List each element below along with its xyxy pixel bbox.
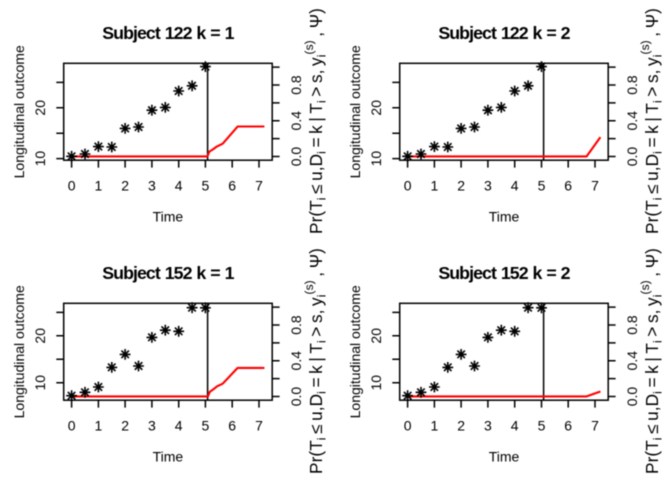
svg-text:4: 4 [511,418,519,434]
svg-text:2: 2 [121,178,129,194]
svg-text:Time: Time [153,448,184,464]
svg-text:Longitudinal outcome: Longitudinal outcome [347,285,363,418]
svg-text:3: 3 [148,418,156,434]
svg-text:10: 10 [368,151,384,167]
svg-text:2: 2 [457,418,465,434]
svg-text:Longitudinal outcome: Longitudinal outcome [347,45,363,178]
svg-text:5: 5 [202,178,210,194]
svg-text:Subject 122 k = 1: Subject 122 k = 1 [102,23,234,43]
svg-text:10: 10 [32,375,48,391]
svg-text:20: 20 [368,100,384,116]
svg-text:7: 7 [255,418,263,434]
svg-text:0.8: 0.8 [624,315,640,335]
svg-text:Time: Time [489,448,520,464]
svg-text:Subject 122 k = 2: Subject 122 k = 2 [438,23,570,43]
svg-text:1: 1 [95,418,103,434]
svg-text:Subject 152 k = 2: Subject 152 k = 2 [438,263,570,283]
svg-text:0: 0 [404,418,412,434]
svg-text:3: 3 [484,418,492,434]
svg-text:0.8: 0.8 [288,315,304,335]
svg-text:0.0: 0.0 [624,387,640,407]
svg-text:7: 7 [591,418,599,434]
svg-text:2: 2 [457,178,465,194]
svg-text:0.0: 0.0 [288,147,304,167]
svg-text:3: 3 [148,178,156,194]
svg-text:Longitudinal outcome: Longitudinal outcome [11,45,27,178]
svg-text:0: 0 [404,178,412,194]
svg-text:Pr(Ti ≤ u,Di = k | Ti > s, yi(: Pr(Ti ≤ u,Di = k | Ti > s, yi(s) , Ψ) [302,248,329,474]
svg-text:20: 20 [32,100,48,116]
svg-text:6: 6 [564,418,572,434]
svg-text:6: 6 [564,178,572,194]
svg-text:Longitudinal outcome: Longitudinal outcome [11,285,27,418]
svg-text:4: 4 [175,418,183,434]
svg-text:20: 20 [32,328,48,344]
svg-text:6: 6 [228,178,236,194]
svg-text:10: 10 [32,151,48,167]
svg-text:Time: Time [153,208,184,224]
svg-text:6: 6 [228,418,236,434]
svg-text:0.8: 0.8 [624,75,640,95]
svg-text:3: 3 [484,178,492,194]
svg-text:0.8: 0.8 [288,75,304,95]
svg-text:4: 4 [511,178,519,194]
svg-text:Subject 152 k = 1: Subject 152 k = 1 [102,263,234,283]
svg-text:2: 2 [121,418,129,434]
svg-text:1: 1 [95,178,103,194]
svg-text:1: 1 [431,418,439,434]
svg-text:0.4: 0.4 [288,111,304,131]
svg-text:0.4: 0.4 [624,351,640,371]
svg-text:0.4: 0.4 [288,351,304,371]
svg-text:20: 20 [368,328,384,344]
svg-text:5: 5 [202,418,210,434]
svg-text:4: 4 [175,178,183,194]
svg-text:1: 1 [431,178,439,194]
svg-text:0.0: 0.0 [624,147,640,167]
svg-text:0.4: 0.4 [624,111,640,131]
svg-text:10: 10 [368,375,384,391]
svg-text:7: 7 [255,178,263,194]
svg-text:5: 5 [538,178,546,194]
svg-text:Time: Time [489,208,520,224]
svg-text:Pr(Ti ≤ u,Di = k | Ti > s, yi(: Pr(Ti ≤ u,Di = k | Ti > s, yi(s) , Ψ) [302,8,329,234]
svg-text:0: 0 [68,178,76,194]
svg-text:0.0: 0.0 [288,387,304,407]
svg-text:5: 5 [538,418,546,434]
svg-text:7: 7 [591,178,599,194]
svg-text:0: 0 [68,418,76,434]
